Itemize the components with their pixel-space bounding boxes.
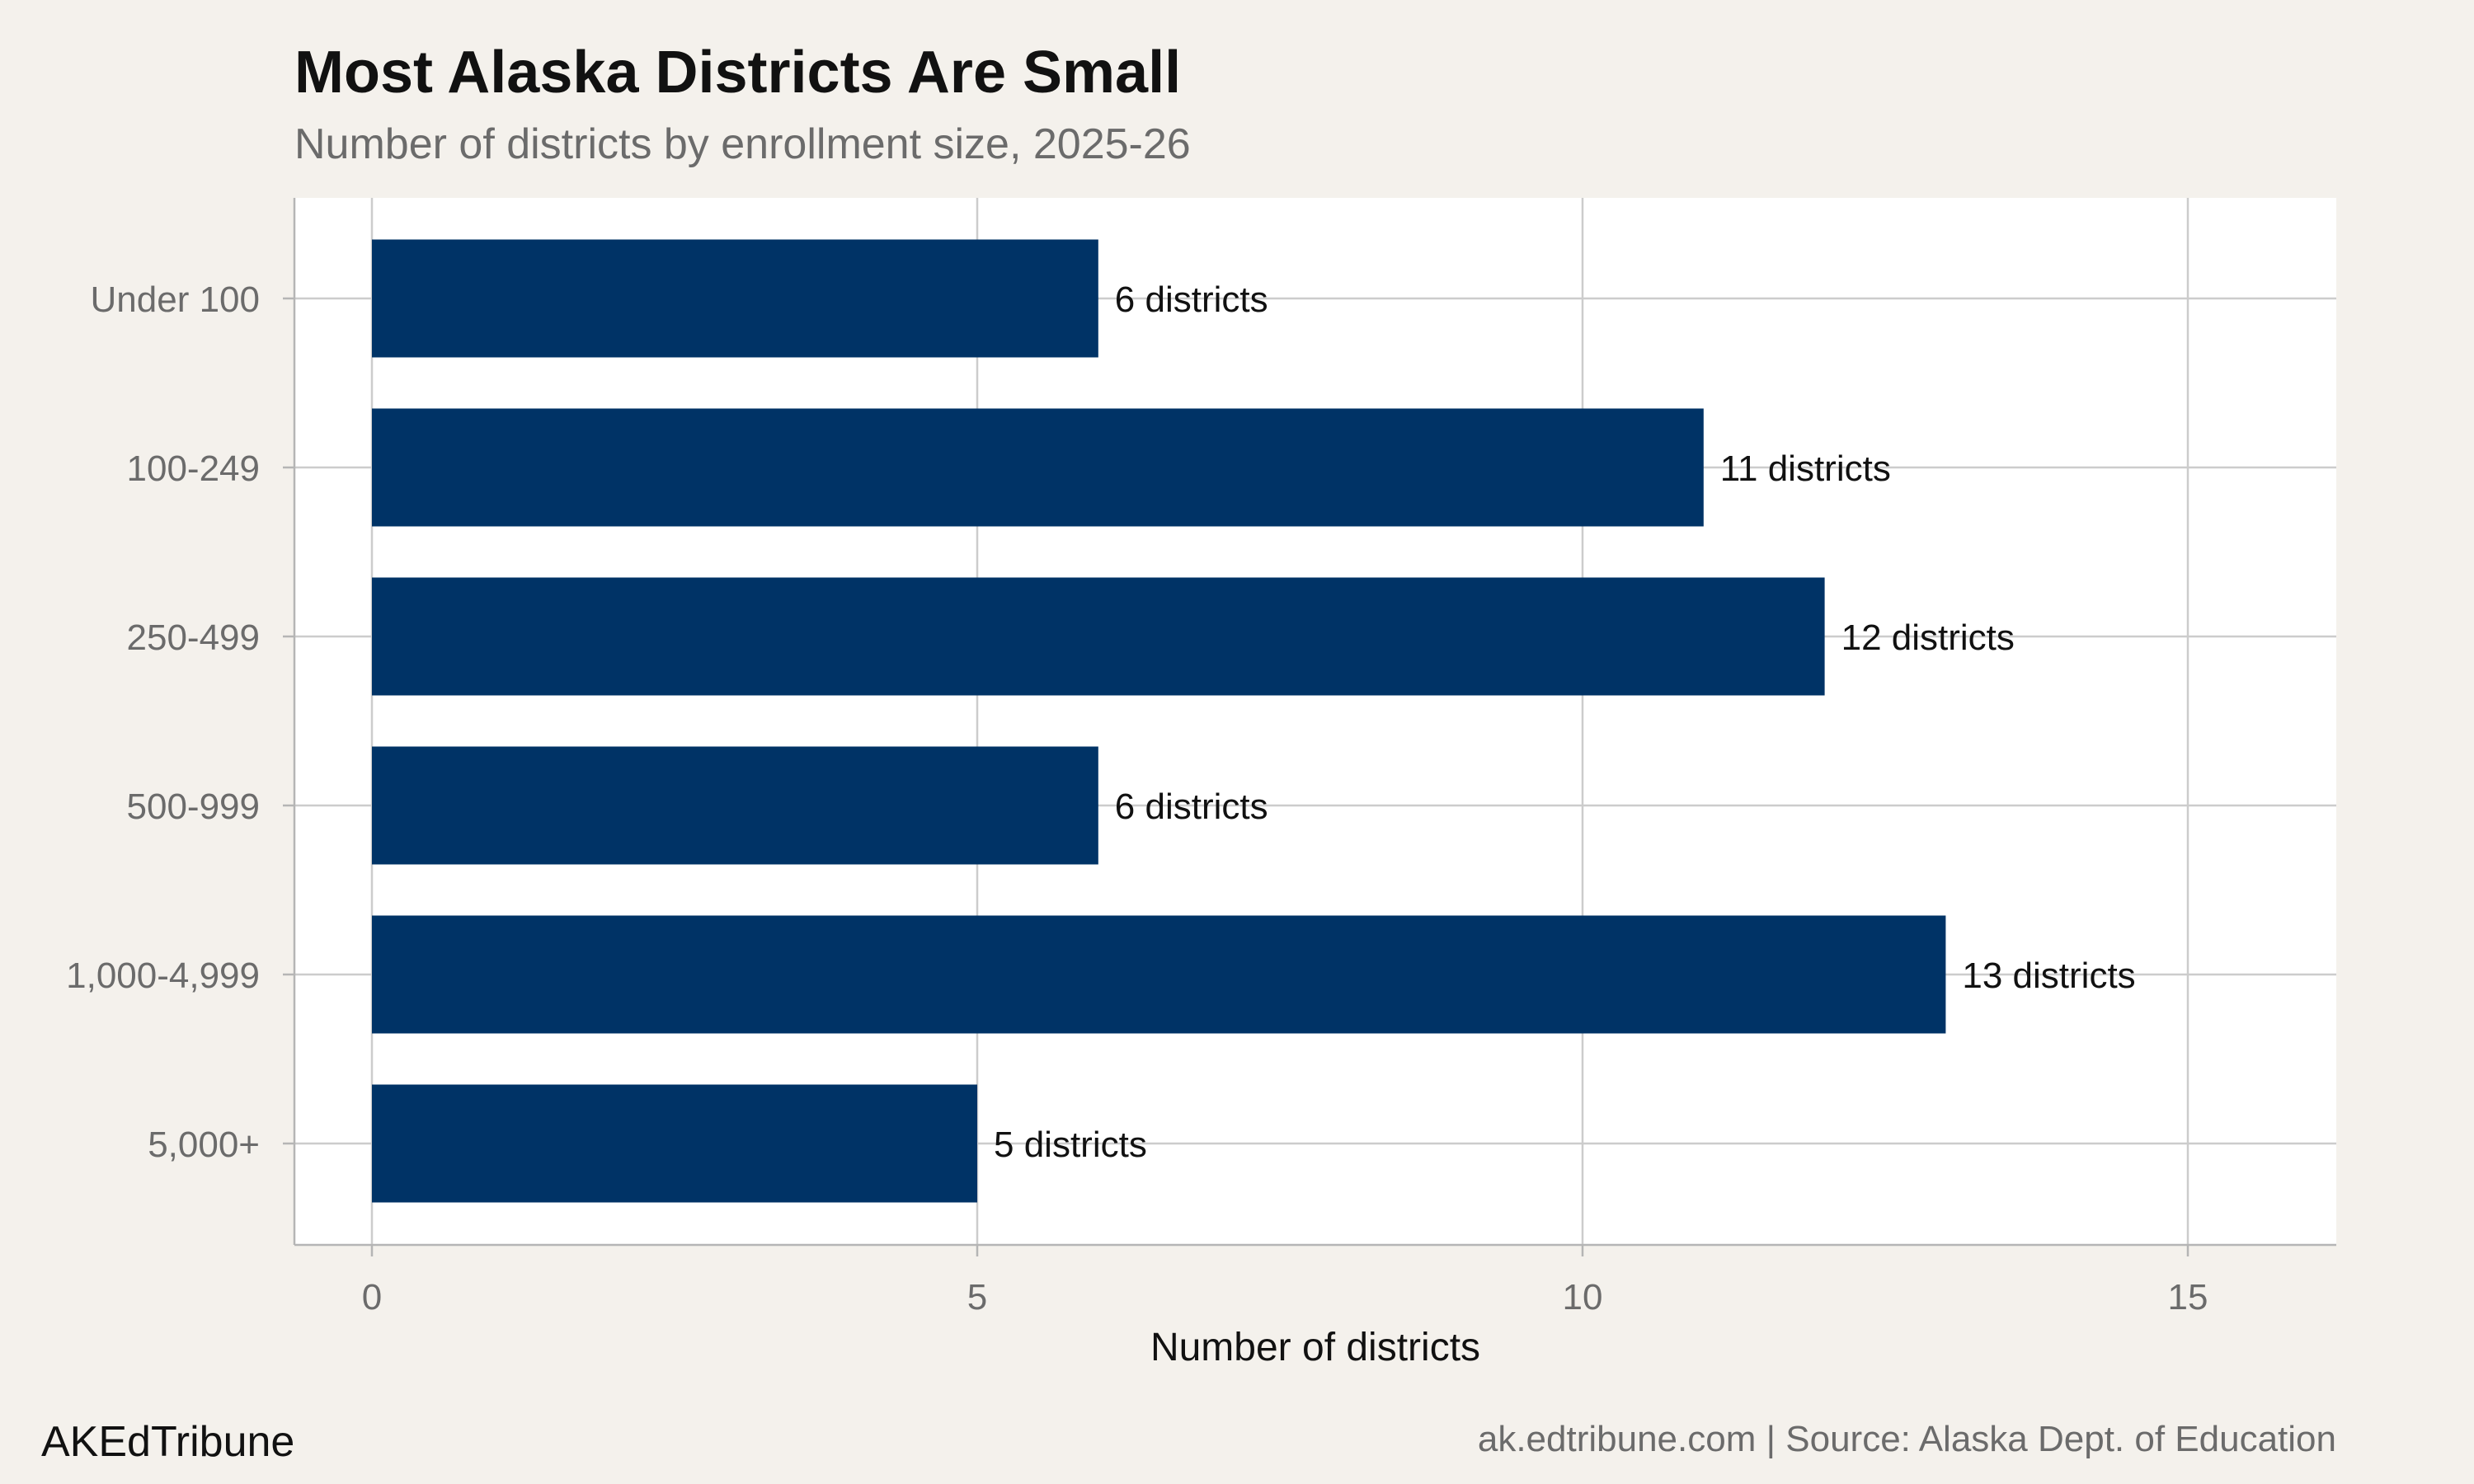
x-tick-label: 10 (1563, 1277, 1603, 1317)
bar-value-label: 6 districts (1115, 787, 1268, 827)
source-note: ak.edtribune.com | Source: Alaska Dept. … (1478, 1419, 2336, 1459)
x-tick-label: 5 (967, 1277, 987, 1317)
y-tick-label: Under 100 (91, 279, 260, 320)
bar-value-label: 12 districts (1841, 618, 2015, 658)
y-tick-label: 250-499 (127, 618, 260, 658)
y-tick-label: 100-249 (127, 448, 260, 489)
chart-title: Most Alaska Districts Are Small (294, 40, 1181, 106)
bar-value-label: 11 districts (1720, 448, 1891, 489)
y-tick-labels: Under 100 100-249 250-499 500-999 1,000-4,99… (66, 279, 294, 1165)
x-tick-labels: 0 5 10 15 (362, 1245, 2208, 1317)
bar (372, 408, 1704, 527)
data-labels: 6 districts 11 districts 12 districts 6 dis… (994, 279, 2136, 1165)
brand-logo-text: AKEdTribune (41, 1418, 294, 1466)
plot-panel (294, 198, 2336, 1245)
chart-subtitle: Number of districts by enrollment size, … (294, 120, 1191, 168)
y-tick-label: 5,000+ (148, 1125, 260, 1165)
bar (372, 1084, 977, 1203)
bar (372, 577, 1825, 696)
x-tick-label: 0 (362, 1277, 382, 1317)
bar (372, 915, 1946, 1034)
y-tick-label: 500-999 (127, 787, 260, 827)
x-axis-title: Number of districts (1150, 1326, 1480, 1369)
bar (372, 746, 1098, 865)
y-tick-label: 1,000-4,999 (66, 956, 260, 996)
bar-value-label: 13 districts (1962, 956, 2135, 996)
axes (293, 198, 2336, 1247)
bars (372, 239, 1946, 1203)
x-tick-label: 15 (2168, 1277, 2208, 1317)
bar-value-label: 5 districts (994, 1125, 1147, 1165)
bar-value-label: 6 districts (1115, 279, 1268, 320)
bar (372, 239, 1098, 358)
